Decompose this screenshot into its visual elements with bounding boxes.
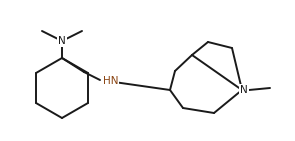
- Text: HN: HN: [103, 76, 119, 86]
- Text: N: N: [240, 85, 248, 95]
- Text: N: N: [58, 36, 66, 46]
